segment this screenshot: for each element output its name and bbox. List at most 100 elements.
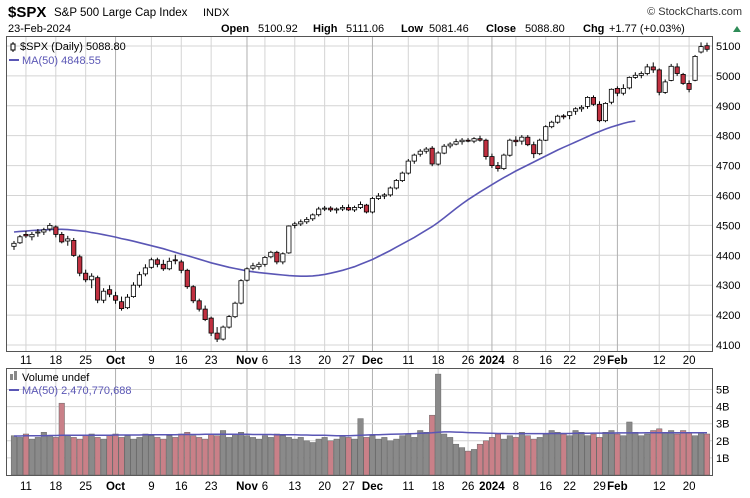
- candle: [632, 72, 638, 79]
- volume-bar: [435, 373, 442, 476]
- volume-bar: [375, 438, 382, 476]
- candle: [447, 142, 453, 149]
- volume-bar: [249, 437, 256, 476]
- x-tick-label: 8: [513, 481, 519, 493]
- volume-bar: [548, 430, 555, 476]
- volume-bar: [202, 438, 209, 476]
- x-tick-label: 11: [20, 355, 32, 367]
- volume-bar: [405, 433, 412, 476]
- y-tick-label: 4800: [716, 131, 740, 143]
- volume-bar: [512, 437, 519, 476]
- candle: [250, 262, 256, 271]
- x-tick-label: 12: [653, 481, 666, 493]
- x-tick-label: 11: [20, 481, 32, 493]
- volume-bar: [399, 435, 406, 476]
- volume-bar: [10, 435, 17, 476]
- candle: [602, 102, 608, 123]
- candle: [668, 63, 674, 82]
- volume-bar: [124, 435, 131, 476]
- volume-bar: [602, 432, 609, 476]
- volume-bar: [82, 435, 89, 476]
- volume-bar: [34, 437, 41, 476]
- volume-bar: [327, 440, 334, 476]
- volume-bar: [154, 437, 161, 476]
- candle: [334, 207, 340, 214]
- volume-bar: [429, 414, 436, 476]
- volume-bar: [465, 450, 472, 476]
- candle: [393, 179, 399, 190]
- candle: [519, 135, 525, 145]
- high-label: High: [313, 23, 338, 35]
- candle: [274, 250, 280, 265]
- volume-bar: [226, 437, 233, 476]
- candle: [292, 221, 298, 229]
- candle: [160, 259, 166, 271]
- volume-bar: [668, 430, 675, 476]
- x-tick-label: Dec: [362, 355, 384, 367]
- candle: [89, 273, 95, 289]
- volume-bar: [166, 435, 173, 476]
- volume-bar: [494, 433, 501, 476]
- volume-bar: [339, 435, 346, 476]
- candle: [83, 269, 89, 283]
- candle: [23, 230, 29, 238]
- volume-bar: [16, 437, 23, 476]
- candle: [620, 84, 626, 96]
- candle: [674, 63, 680, 76]
- candle: [614, 86, 620, 97]
- candle: [154, 257, 160, 268]
- volume-bar: [184, 432, 191, 476]
- volume-bar: [393, 438, 400, 476]
- candle: [256, 261, 262, 270]
- volume-bar: [524, 435, 531, 476]
- candle: [208, 316, 214, 337]
- price-y-axis: 4100 4200 4300 4400 4500 4600 4700 4800 4900 5000…: [716, 41, 740, 352]
- candle: [113, 291, 119, 304]
- x-tick-label: 20: [683, 481, 696, 493]
- candle: [507, 138, 513, 157]
- x-tick-label: 6: [262, 355, 268, 367]
- y-tick-label: 4300: [716, 280, 740, 292]
- candle: [608, 88, 614, 105]
- y-tick-label: 4700: [716, 161, 740, 173]
- volume-bar: [196, 437, 203, 476]
- candle: [429, 146, 435, 167]
- volume-bar: [273, 433, 280, 476]
- volume-bar: [662, 432, 669, 476]
- candle: [387, 186, 393, 197]
- volume-bar: [476, 443, 483, 476]
- candle: [579, 105, 585, 112]
- candle: [495, 162, 501, 172]
- candle: [357, 201, 363, 209]
- x-tick-label: 29: [593, 355, 606, 367]
- x-tick-label: 20: [318, 481, 331, 493]
- volume-bar: [584, 435, 591, 476]
- candle: [262, 255, 268, 267]
- x-tick-label: 18: [432, 355, 445, 367]
- volume-bar: [560, 433, 567, 476]
- volume-bar: [626, 421, 633, 476]
- candle: [136, 271, 143, 288]
- volume-y-tick-label: 2B: [716, 436, 729, 448]
- volume-bar: [118, 437, 125, 476]
- candle: [53, 225, 59, 238]
- candle: [190, 285, 196, 304]
- volume-bar: [345, 437, 352, 476]
- low-value: 5081.46: [429, 23, 469, 35]
- volume-bar: [76, 438, 83, 476]
- candle: [656, 68, 662, 96]
- x-tick-label: 16: [175, 355, 188, 367]
- x-tick-label: Nov: [236, 355, 258, 367]
- volume-bar: [471, 449, 478, 476]
- y-tick-label: 4900: [716, 101, 740, 113]
- candle: [638, 71, 644, 79]
- volume-bar: [70, 437, 77, 476]
- candle: [399, 171, 405, 183]
- candle: [465, 138, 471, 143]
- volume-bar: [52, 437, 59, 476]
- volume-x-axis: 11 18 25 Oct 9 16 23 Nov 6 13 20 27 Dec 11 18 26 2024 8 16…: [20, 481, 696, 493]
- x-tick-label: 12: [653, 355, 666, 367]
- y-tick-label: 5100: [716, 41, 740, 53]
- volume-bar: [28, 438, 35, 476]
